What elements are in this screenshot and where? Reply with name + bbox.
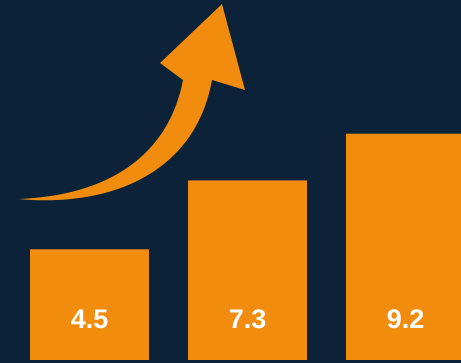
- value-label: 7.3: [229, 304, 267, 334]
- value-label: 9.2: [387, 304, 425, 334]
- bar: [188, 180, 307, 360]
- bar: [346, 133, 461, 360]
- bar: [30, 249, 149, 360]
- growth-arrow: [18, 4, 245, 201]
- value-label: 4.5: [71, 304, 109, 334]
